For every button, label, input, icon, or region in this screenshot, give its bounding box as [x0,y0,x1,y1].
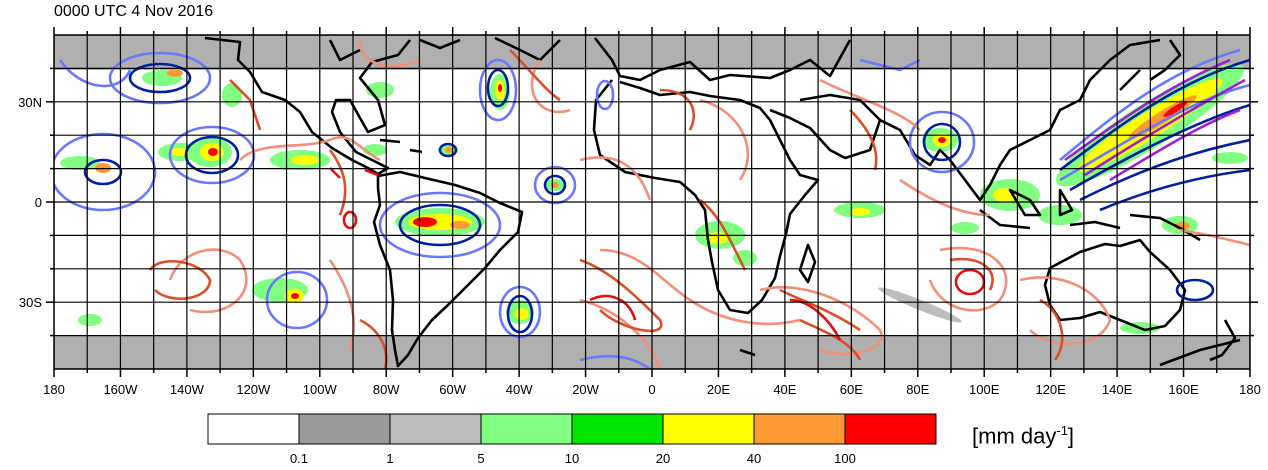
axis-ticks [46,27,1258,377]
lon-tick-label: 100W [303,382,338,397]
lon-tick-label: 180 [43,382,65,397]
graticule [54,35,1250,369]
lon-tick-label: 80W [373,382,400,397]
map-title: 0000 UTC 4 Nov 2016 [54,3,214,20]
lon-tick-label: 120E [1035,382,1066,397]
lat-tick-label: 30S [19,295,42,310]
axis-tick-labels: 180 160W 140W 120W 100W 80W 60W 40W 20W 0 20E 40E 60… [18,95,1261,397]
lat-tick-label: 0 [35,195,42,210]
lat-tick-label: 30N [18,95,42,110]
lon-tick-label: 40W [506,382,533,397]
lon-tick-label: 140W [170,382,205,397]
contour-lines [54,39,1250,369]
lon-tick-label: 60E [840,382,863,397]
lon-tick-label: 20E [707,382,730,397]
lon-tick-label: 0 [648,382,655,397]
lon-tick-label: 160E [1168,382,1199,397]
lon-tick-label: 100E [969,382,1000,397]
lon-tick-label: 60W [439,382,466,397]
lon-tick-label: 140E [1102,382,1133,397]
lon-tick-label: 180 [1239,382,1261,397]
lon-tick-label: 120W [236,382,271,397]
lon-tick-label: 80E [906,382,929,397]
lon-tick-label: 160W [103,382,138,397]
lon-tick-label: 40E [773,382,796,397]
lon-tick-label: 20W [572,382,599,397]
colorbar-unit: [mm day-1] [972,423,1075,449]
